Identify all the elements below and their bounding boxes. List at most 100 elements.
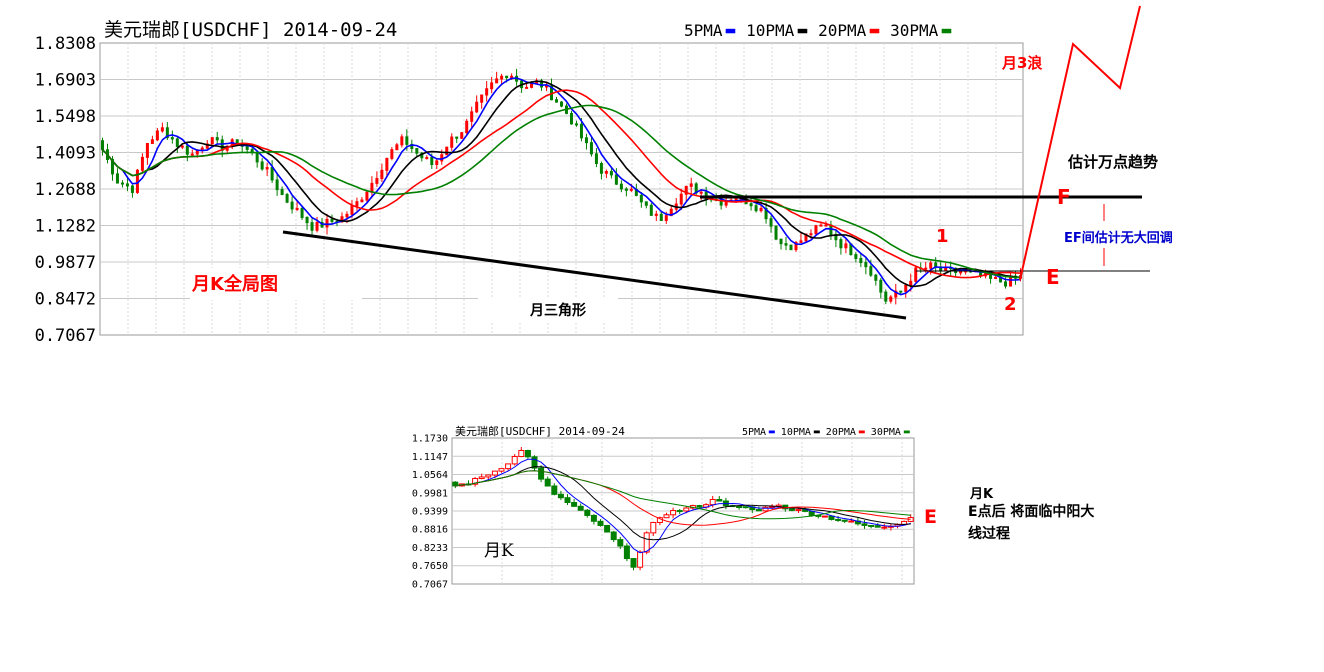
candle-body xyxy=(305,216,309,224)
candle-body xyxy=(511,456,518,465)
y-tick-label: 0.7067 xyxy=(35,326,96,346)
legend-swatch xyxy=(813,430,820,434)
candle-body xyxy=(649,204,653,216)
candle-body xyxy=(385,157,389,171)
candle-body xyxy=(814,225,818,235)
ma-line-20pma xyxy=(101,89,1021,279)
candle-body xyxy=(574,123,578,126)
candle-body xyxy=(185,145,189,155)
candle-body xyxy=(365,191,369,201)
candle-body xyxy=(881,526,888,529)
candle-body xyxy=(355,201,359,207)
candle-body xyxy=(325,218,329,228)
point-2-label: 2 xyxy=(1004,294,1017,315)
legend-label: 10PMA xyxy=(781,427,811,438)
legend-label: 20PMA xyxy=(826,427,856,438)
candle-body xyxy=(769,218,773,227)
candle-body xyxy=(255,152,259,163)
candle-body xyxy=(564,497,571,504)
candle-body xyxy=(245,145,249,150)
legend-swatch xyxy=(797,28,808,34)
candle-body xyxy=(560,101,563,107)
candle-body xyxy=(115,173,119,184)
candle-body xyxy=(624,188,628,191)
candle-body xyxy=(689,183,693,187)
candle-body xyxy=(749,203,753,207)
candle-body xyxy=(929,262,933,269)
candle-body xyxy=(654,213,658,216)
legend-label: 10PMA xyxy=(746,21,795,40)
candle-body xyxy=(788,508,795,511)
candle-body xyxy=(485,88,489,96)
candle-body xyxy=(841,519,848,522)
note-line-3: 线过程 xyxy=(968,525,1010,542)
candle-body xyxy=(868,524,875,527)
candle-body xyxy=(555,99,559,103)
candle-body xyxy=(839,239,843,249)
candle-body xyxy=(280,189,284,196)
candle-body xyxy=(699,191,703,194)
candle-body xyxy=(590,514,597,522)
y-tick-label: 0.9399 xyxy=(412,506,448,517)
candle-body xyxy=(518,449,525,458)
candle-body xyxy=(799,240,803,243)
projected-wave-line xyxy=(1019,5,1141,281)
candle-body xyxy=(899,290,903,293)
candle-body xyxy=(637,551,644,568)
candle-body xyxy=(597,520,604,526)
candle-body xyxy=(894,290,898,298)
candle-body xyxy=(684,185,688,195)
note-line-1: 月K xyxy=(969,487,994,502)
candle-body xyxy=(460,132,464,139)
candle-body xyxy=(145,142,149,158)
candle-body xyxy=(659,213,663,221)
main-moving-averages xyxy=(101,77,1021,296)
candle-body xyxy=(716,498,723,502)
candle-body xyxy=(285,194,289,203)
y-tick-label: 0.8233 xyxy=(412,543,448,554)
y-tick-label: 1.1730 xyxy=(412,434,448,445)
candle-body xyxy=(545,85,549,88)
legend-label: 30PMA xyxy=(890,21,939,40)
ma-line-30pma xyxy=(455,470,911,520)
candle-body xyxy=(265,167,269,170)
candle-body xyxy=(395,144,399,151)
candle-body xyxy=(275,179,279,191)
candle-body xyxy=(824,224,828,227)
candle-body xyxy=(709,498,716,506)
small-moving-averages xyxy=(455,458,911,554)
candle-body xyxy=(755,509,762,512)
candle-body xyxy=(210,137,214,145)
candle-body xyxy=(524,449,531,458)
candle-body xyxy=(604,171,608,174)
candle-body xyxy=(450,136,454,148)
triangle-label: 月三角形 xyxy=(529,302,586,319)
y-tick-label: 1.2688 xyxy=(35,180,96,200)
candle-body xyxy=(551,485,558,495)
candle-body xyxy=(676,510,683,513)
candle-body xyxy=(215,137,219,141)
candle-body xyxy=(619,183,623,190)
legend-swatch xyxy=(768,430,775,434)
main-chart-title: 美元瑞郎[USDCHF] 2014-09-24 xyxy=(104,19,397,41)
legend-swatch xyxy=(903,430,910,434)
candle-body xyxy=(415,148,419,154)
candle-body xyxy=(610,531,617,541)
candle-body xyxy=(390,149,394,159)
candle-body xyxy=(579,123,583,139)
candle-body xyxy=(480,94,484,103)
candle-body xyxy=(789,244,793,251)
main-legend: 5PMA 10PMA 20PMA 30PMA xyxy=(684,21,952,40)
candle-body xyxy=(125,183,129,187)
triangle-lower-line xyxy=(282,230,907,320)
small-legend: 5PMA 10PMA 20PMA 30PMA xyxy=(742,427,910,438)
candle-body xyxy=(505,75,509,79)
candle-body xyxy=(478,476,485,480)
candle-body xyxy=(150,139,154,144)
candle-body xyxy=(774,225,778,240)
candle-body xyxy=(491,470,498,476)
candle-body xyxy=(821,515,828,518)
small-chart-k-label: 月K xyxy=(484,541,514,561)
candle-body xyxy=(742,506,749,509)
